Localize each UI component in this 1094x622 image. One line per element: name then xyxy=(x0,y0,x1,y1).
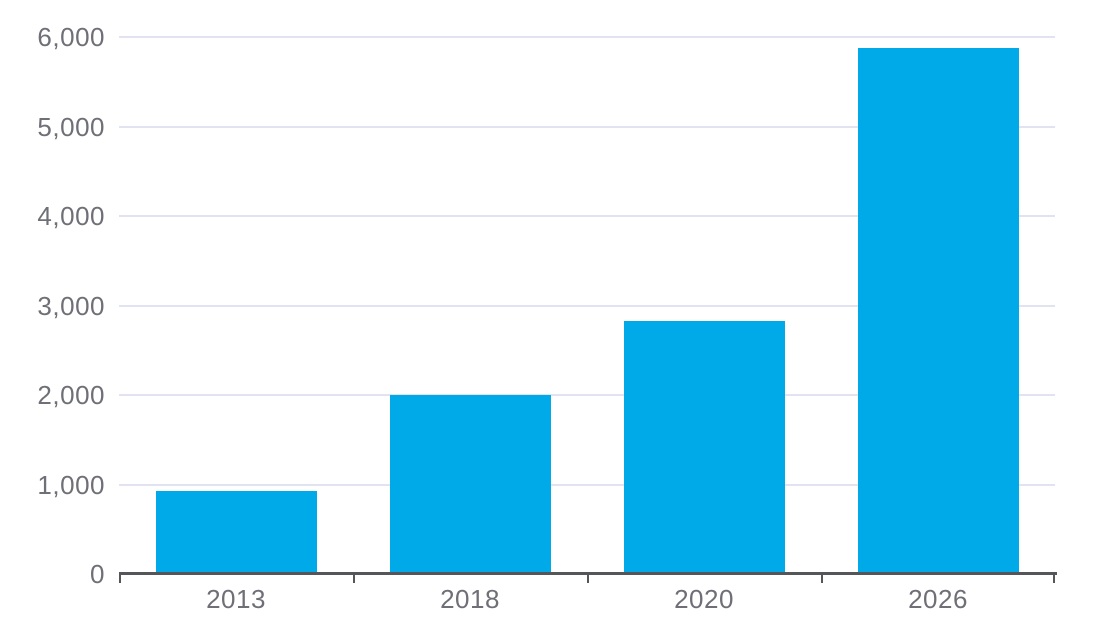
y-tick-label: 4,000 xyxy=(37,201,105,231)
gridline xyxy=(119,394,1055,396)
gridline xyxy=(119,125,1055,128)
axis-tick xyxy=(587,572,589,583)
bar-2020[interactable] xyxy=(623,321,785,574)
axis-tick xyxy=(1053,572,1055,583)
gridline xyxy=(119,215,1055,217)
y-tick-label: 5,000 xyxy=(37,111,105,142)
axis-tick xyxy=(353,572,355,583)
y-tick-label: 6,000 xyxy=(37,22,105,52)
gridline xyxy=(119,36,1055,38)
y-tick-label: 1,000 xyxy=(37,469,105,500)
y-tick-label: 2,000 xyxy=(37,380,105,410)
gridline xyxy=(119,483,1055,486)
y-tick-label: 3,000 xyxy=(37,290,105,321)
x-tick-label: 2020 xyxy=(674,584,734,614)
bar-2026[interactable] xyxy=(857,47,1019,574)
y-tick-label: 0 xyxy=(90,559,105,589)
bar-2013[interactable] xyxy=(155,490,317,574)
x-tick-label: 2013 xyxy=(206,584,266,614)
x-tick-label: 2018 xyxy=(440,584,500,614)
x-tick-label: 2026 xyxy=(908,584,968,614)
bar-2018[interactable] xyxy=(389,395,551,574)
gridline xyxy=(119,304,1055,307)
axis-tick xyxy=(821,572,823,583)
axis-tick xyxy=(119,572,121,583)
